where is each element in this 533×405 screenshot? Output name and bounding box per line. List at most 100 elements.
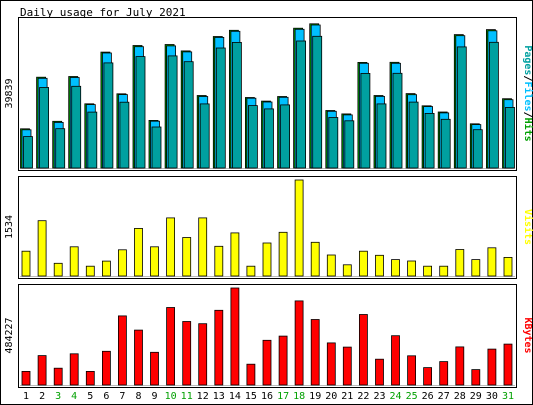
bar-kbytes	[21, 370, 31, 386]
bar-visits	[69, 246, 79, 277]
x-tick-label: 22	[357, 391, 369, 402]
chart-panels: 39839 Pages/Files/Hits 1534 Visits 484227 KBy…	[4, 17, 533, 388]
bar-kbytes	[69, 353, 79, 386]
panel-kbytes: 484227 KBytes	[4, 284, 533, 388]
bar-pages	[505, 107, 515, 169]
bar-visits	[102, 260, 111, 277]
bar-kbytes	[198, 323, 208, 386]
legend-part: /	[522, 112, 533, 118]
bar-kbytes	[455, 346, 465, 386]
bar-pages	[151, 126, 162, 169]
bar-kbytes	[326, 342, 336, 386]
bar-kbytes	[294, 300, 304, 386]
bar-pages	[247, 105, 258, 169]
bar-kbytes	[118, 315, 127, 386]
x-tick-label: 31	[502, 391, 514, 402]
bar-visits	[326, 254, 336, 277]
x-tick-label: 14	[229, 391, 241, 402]
x-tick-label: 15	[245, 391, 257, 402]
bar-visits	[439, 265, 449, 277]
series-legend-label: KBytes	[522, 317, 533, 353]
y-max-label: 484227	[4, 317, 15, 353]
bar-kbytes	[150, 351, 159, 386]
bar-pages	[472, 129, 483, 169]
y-max-label: 39839	[4, 78, 15, 108]
bar-pages	[231, 42, 242, 169]
bar-visits	[85, 265, 95, 277]
x-tick-label: 27	[438, 391, 450, 402]
bar-visits	[310, 241, 320, 277]
bar-kbytes	[342, 346, 352, 386]
bar-pages	[328, 117, 339, 169]
x-tick-label: 26	[422, 391, 434, 402]
bar-visits	[134, 227, 143, 277]
legend-part: /	[522, 75, 533, 81]
bar-visits	[166, 217, 176, 277]
bar-visits	[407, 260, 417, 277]
bar-pages	[199, 103, 210, 169]
bar-kbytes	[487, 348, 497, 386]
x-tick-label: 28	[454, 391, 466, 402]
x-tick-label: 9	[151, 391, 157, 402]
x-tick-label: 16	[261, 391, 273, 402]
bar-pages	[456, 46, 467, 169]
bar-visits	[391, 259, 400, 277]
bar-pages	[360, 73, 371, 169]
x-tick-label: 3	[55, 391, 61, 402]
panel-hits: 39839 Pages/Files/Hits	[4, 17, 533, 171]
bar-kbytes	[503, 343, 513, 386]
bar-visits	[182, 237, 192, 277]
bar-pages	[392, 72, 403, 169]
bar-kbytes	[262, 339, 272, 386]
bar-pages	[39, 87, 49, 169]
x-tick-label: 10	[165, 391, 177, 402]
bar-visits	[358, 250, 368, 277]
bar-kbytes	[310, 319, 320, 386]
bar-kbytes	[166, 307, 176, 386]
panel-visits: 1534 Visits	[4, 176, 533, 279]
bar-pages	[135, 56, 146, 169]
bar-kbytes	[439, 361, 449, 386]
bar-pages	[119, 101, 130, 169]
bar-kbytes	[53, 367, 63, 386]
chart-title: Daily usage for July 2021	[20, 6, 186, 19]
bar-visits	[198, 217, 208, 277]
bar-visits	[150, 246, 159, 277]
bar-pages	[215, 47, 226, 169]
x-tick-label: 18	[293, 391, 305, 402]
bar-kbytes	[358, 314, 368, 386]
bar-pages	[264, 108, 274, 169]
bar-visits	[487, 247, 497, 277]
bar-visits	[118, 249, 127, 277]
bar-kbytes	[375, 358, 384, 386]
bar-pages	[344, 120, 355, 169]
bar-visits	[278, 231, 288, 277]
bar-pages	[280, 104, 291, 169]
bar-kbytes	[37, 355, 47, 386]
legend-part: Hits	[522, 118, 533, 142]
x-tick-label: 12	[197, 391, 209, 402]
bar-pages	[296, 40, 307, 169]
bar-pages	[183, 61, 194, 169]
x-tick-label: 23	[373, 391, 385, 402]
x-tick-label: 8	[135, 391, 141, 402]
bar-pages	[408, 101, 419, 169]
bar-visits	[37, 220, 47, 277]
y-max-label: 1534	[4, 215, 15, 239]
series-legend-label: Pages/Files/Hits	[522, 45, 533, 141]
bar-visits	[53, 262, 63, 277]
bar-kbytes	[391, 335, 400, 386]
bar-pages	[167, 55, 178, 169]
x-axis-labels: 1 2 3 4 5 6 7 8 9 10 11 12 13 14 15 16 17 18 19 20 21 22 23 24 2…	[23, 391, 514, 402]
legend-part: KBytes	[522, 317, 533, 353]
x-tick-label: 20	[325, 391, 337, 402]
bar-kbytes	[278, 335, 288, 386]
x-tick-label: 13	[213, 391, 225, 402]
bar-pages	[424, 113, 435, 169]
bar-pages	[23, 136, 33, 169]
series-legend-label: Visits	[522, 209, 533, 245]
bar-kbytes	[230, 287, 240, 386]
bar-pages	[87, 111, 98, 169]
bar-visits	[375, 254, 384, 277]
x-tick-label: 21	[341, 391, 353, 402]
